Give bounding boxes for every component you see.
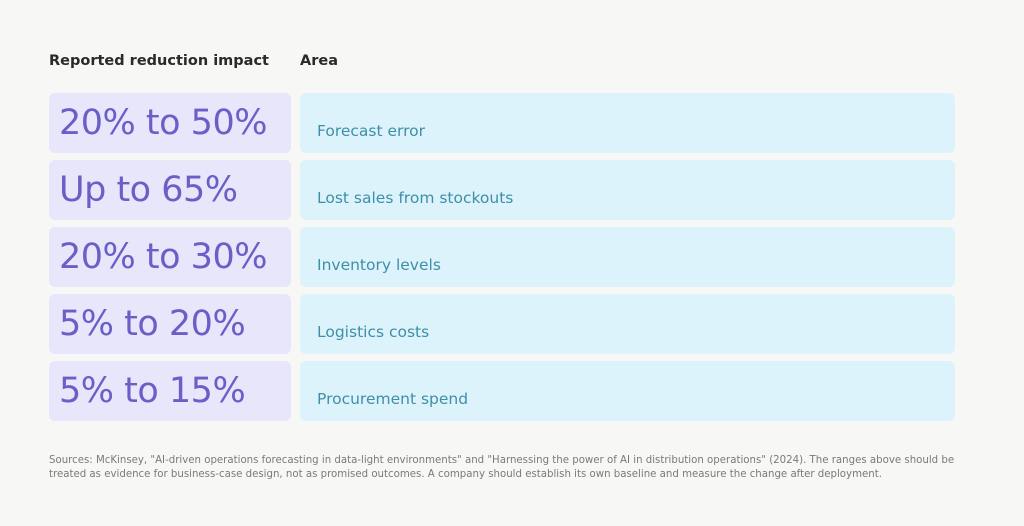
table-row: Up to 65% Lost sales from stockouts bbox=[49, 160, 955, 220]
header-reported-reduction-impact: Reported reduction impact bbox=[49, 53, 269, 69]
impact-value: 5% to 20% bbox=[59, 303, 246, 344]
table-row: 5% to 20% Logistics costs bbox=[49, 294, 955, 354]
impact-cell: Up to 65% bbox=[49, 160, 291, 220]
impact-value: Up to 65% bbox=[59, 169, 238, 210]
table-row: 20% to 30% Inventory levels bbox=[49, 227, 955, 287]
sources-note: Sources: McKinsey, "AI-driven operations… bbox=[49, 455, 955, 480]
impact-cell: 20% to 50% bbox=[49, 93, 291, 153]
impact-cell: 5% to 15% bbox=[49, 361, 291, 421]
table-header: Reported reduction impact Area bbox=[49, 53, 955, 73]
area-cell: Logistics costs bbox=[300, 294, 955, 354]
table-row: 5% to 15% Procurement spend bbox=[49, 361, 955, 421]
area-cell: Lost sales from stockouts bbox=[300, 160, 955, 220]
area-label: Logistics costs bbox=[317, 323, 430, 341]
impact-value: 20% to 50% bbox=[59, 102, 267, 143]
area-cell: Inventory levels bbox=[300, 227, 955, 287]
area-cell: Forecast error bbox=[300, 93, 955, 153]
impact-value: 20% to 30% bbox=[59, 236, 267, 277]
impact-cell: 5% to 20% bbox=[49, 294, 291, 354]
area-label: Inventory levels bbox=[317, 256, 441, 274]
area-cell: Procurement spend bbox=[300, 361, 955, 421]
impact-cell: 20% to 30% bbox=[49, 227, 291, 287]
table-row: 20% to 50% Forecast error bbox=[49, 93, 955, 153]
area-label: Lost sales from stockouts bbox=[317, 189, 514, 207]
header-area: Area bbox=[300, 53, 338, 69]
area-label: Forecast error bbox=[317, 122, 426, 140]
impact-table: 20% to 50% Forecast error Up to 65% Lost… bbox=[49, 93, 955, 428]
impact-value: 5% to 15% bbox=[59, 370, 246, 411]
area-label: Procurement spend bbox=[317, 390, 469, 408]
